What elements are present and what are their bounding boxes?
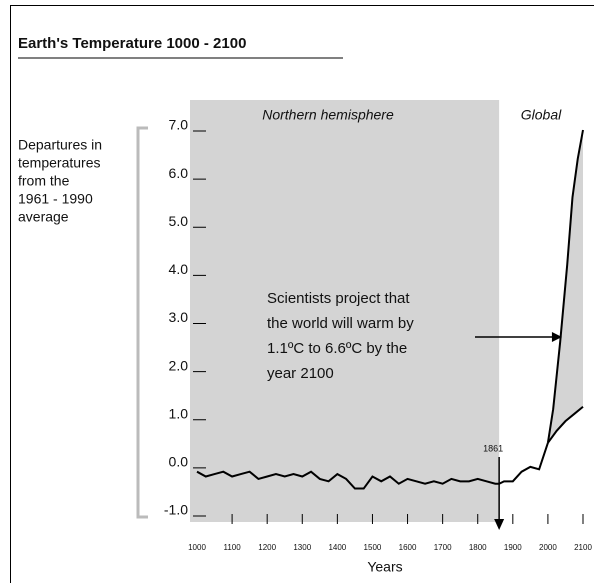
marker-arrow bbox=[494, 519, 505, 530]
x-axis-label: Years bbox=[367, 559, 402, 575]
chart-title: Earth's Temperature 1000 - 2100 bbox=[18, 35, 246, 52]
x-tick-label: 1000 bbox=[188, 543, 206, 552]
x-tick-label: 1700 bbox=[434, 543, 452, 552]
x-tick-label: 1500 bbox=[364, 543, 382, 552]
y-tick-label: 6.0 bbox=[169, 165, 189, 181]
y-tick-label: -1.0 bbox=[164, 502, 188, 518]
series-line bbox=[196, 442, 549, 490]
y-tick-label: 5.0 bbox=[169, 213, 189, 229]
annotation: the world will warm by bbox=[267, 315, 414, 332]
y-tick-label: 3.0 bbox=[169, 309, 189, 325]
region-label: Global bbox=[521, 107, 562, 123]
plot: 1000 1100 1200 1300 1400 1500 1600 1700 1800 1900… bbox=[188, 100, 592, 552]
x-tick-label: 1200 bbox=[258, 543, 276, 552]
annotation: Scientists project that bbox=[267, 290, 410, 307]
y-axis-label: average bbox=[18, 209, 69, 225]
x-tick-label: 1300 bbox=[293, 543, 311, 552]
region bbox=[190, 100, 500, 522]
y-bracket bbox=[136, 126, 148, 519]
region-label: Northern hemisphere bbox=[262, 107, 394, 123]
y-tick-label: 4.0 bbox=[169, 261, 189, 277]
x-tick-label: 1600 bbox=[399, 543, 417, 552]
marker-label: 1861 bbox=[483, 443, 503, 453]
y-axis-label: temperatures bbox=[18, 155, 100, 171]
x-tick-label: 1400 bbox=[328, 543, 346, 552]
series-line bbox=[547, 405, 584, 444]
x-tick-label: 1100 bbox=[223, 543, 241, 552]
x-tick-label: 1800 bbox=[469, 543, 487, 552]
x-tick-label: 2100 bbox=[574, 543, 592, 552]
series-line bbox=[546, 129, 584, 443]
annotation: 1.1ºC to 6.6ºC by the bbox=[267, 340, 407, 357]
annotation-arrowhead bbox=[551, 331, 562, 342]
y-axis-label: Departures in bbox=[18, 137, 102, 153]
y-axis-label: from the bbox=[18, 173, 70, 189]
y-tick-label: 2.0 bbox=[169, 357, 189, 373]
x-tick-label: 1900 bbox=[504, 543, 522, 552]
y-tick-label: 7.0 bbox=[169, 117, 189, 133]
frame bbox=[10, 5, 594, 583]
y-axis-label: 1961 - 1990 bbox=[18, 191, 93, 207]
y-tick-label: 1.0 bbox=[169, 405, 189, 421]
y-tick-label: 0.0 bbox=[169, 454, 189, 470]
x-tick-label: 2000 bbox=[539, 543, 557, 552]
annotation: year 2100 bbox=[267, 365, 334, 382]
